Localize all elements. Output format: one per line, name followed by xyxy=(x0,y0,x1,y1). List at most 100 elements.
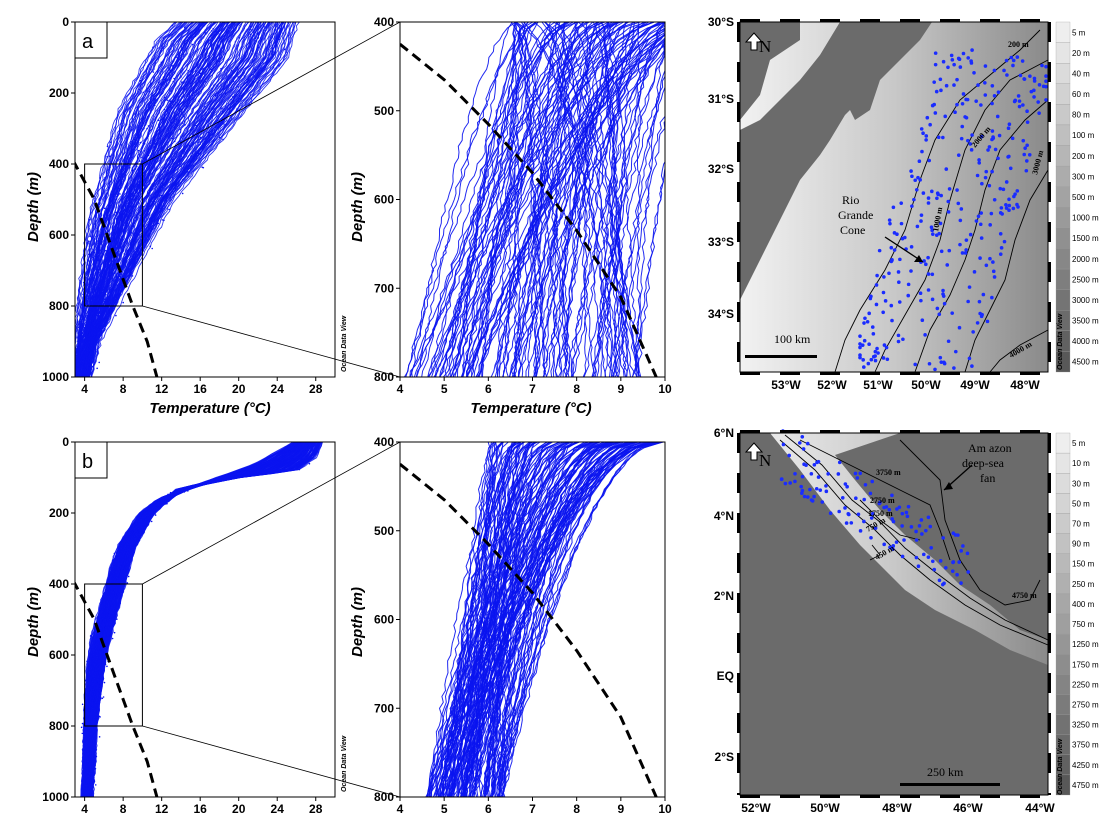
station-point xyxy=(870,511,875,516)
profile-point xyxy=(79,360,82,363)
profile-point xyxy=(81,372,84,375)
legend-label: 70 m xyxy=(1072,520,1090,529)
profile-point xyxy=(189,82,192,85)
legend-label: 1250 m xyxy=(1072,640,1099,649)
profile-line xyxy=(75,22,194,377)
profile-point xyxy=(93,649,96,652)
profile-line xyxy=(541,22,635,377)
station-point xyxy=(816,475,821,479)
profile-point xyxy=(133,138,136,141)
station-point xyxy=(983,64,988,68)
profile-line xyxy=(85,442,309,797)
legend-label: 5 m xyxy=(1072,28,1086,37)
x-tick-label: 12 xyxy=(155,802,169,816)
station-point xyxy=(1017,104,1022,109)
profile-point xyxy=(138,191,141,193)
y-tick-label: 400 xyxy=(49,157,69,171)
profile-point xyxy=(163,108,166,111)
profile-line xyxy=(591,86,665,377)
station-point xyxy=(946,339,951,344)
profile-point xyxy=(93,703,96,705)
dashed-boundary-line xyxy=(75,160,159,377)
station-point xyxy=(870,479,875,484)
profile-point xyxy=(95,654,98,657)
profile-line xyxy=(494,442,662,797)
profile-point xyxy=(120,247,122,249)
station-point xyxy=(960,102,965,106)
profile-point xyxy=(147,506,149,509)
profile-point xyxy=(84,738,87,740)
station-point xyxy=(938,559,943,563)
station-point xyxy=(888,545,892,550)
profile-point xyxy=(110,621,113,624)
station-point xyxy=(1007,122,1012,126)
station-point xyxy=(905,514,910,519)
station-point xyxy=(779,477,784,481)
profile-line xyxy=(86,442,302,797)
station-point xyxy=(868,491,873,496)
profile-point xyxy=(92,323,95,326)
station-point xyxy=(804,463,808,468)
profile-point xyxy=(121,556,124,558)
profile-point xyxy=(126,582,129,584)
profile-line xyxy=(84,442,313,797)
profile-point xyxy=(113,589,116,592)
profile-line xyxy=(562,22,619,377)
station-point xyxy=(902,538,906,542)
lon-label: 52°W xyxy=(817,378,847,392)
profile-line xyxy=(85,442,308,797)
profile-point xyxy=(202,64,205,66)
profile-point xyxy=(101,617,104,620)
profile-line xyxy=(91,22,300,377)
y-axis-label-a-zoom: Depth (m) xyxy=(349,172,366,242)
profile-point xyxy=(161,182,163,185)
profile-point xyxy=(142,189,145,191)
station-point xyxy=(935,196,939,201)
station-point xyxy=(987,145,992,149)
profile-point xyxy=(160,194,163,197)
profile-point xyxy=(93,665,96,668)
station-point xyxy=(939,360,944,364)
station-point xyxy=(802,494,807,499)
profile-point xyxy=(91,355,93,358)
station-point xyxy=(897,280,901,285)
profile-point xyxy=(92,786,95,788)
profile-point xyxy=(141,518,143,521)
profile-point xyxy=(128,231,131,234)
profile-point xyxy=(100,242,102,244)
profile-point xyxy=(90,706,92,709)
profile-line xyxy=(471,442,643,797)
profile-point xyxy=(89,687,92,689)
profile-point xyxy=(103,661,105,664)
profile-point xyxy=(99,246,101,249)
profile-point xyxy=(204,81,207,83)
profile-point xyxy=(139,249,142,252)
profile-point xyxy=(262,62,264,64)
profile-point xyxy=(164,503,167,505)
station-point xyxy=(881,290,886,295)
depth-contour xyxy=(779,439,1049,646)
profile-line xyxy=(89,442,310,797)
profile-line xyxy=(85,442,299,797)
station-point xyxy=(800,474,805,479)
profile-line xyxy=(465,33,665,377)
profile-line xyxy=(483,442,536,797)
profile-point xyxy=(94,262,96,265)
station-point xyxy=(996,90,1001,94)
profile-point xyxy=(254,37,257,39)
station-point xyxy=(781,442,786,447)
station-point xyxy=(873,349,878,354)
profile-point xyxy=(77,326,80,329)
frame-tick xyxy=(940,372,960,375)
profile-point xyxy=(264,30,266,32)
profile-point xyxy=(96,367,98,370)
frame-tick xyxy=(737,102,740,122)
profile-point xyxy=(109,176,111,178)
profile-point xyxy=(85,303,88,306)
profile-point xyxy=(128,217,130,219)
frame-tick xyxy=(900,430,920,433)
profile-point xyxy=(84,727,87,730)
profile-point xyxy=(77,342,80,344)
profile-point xyxy=(138,234,140,236)
legend-swatch xyxy=(1055,21,1071,43)
